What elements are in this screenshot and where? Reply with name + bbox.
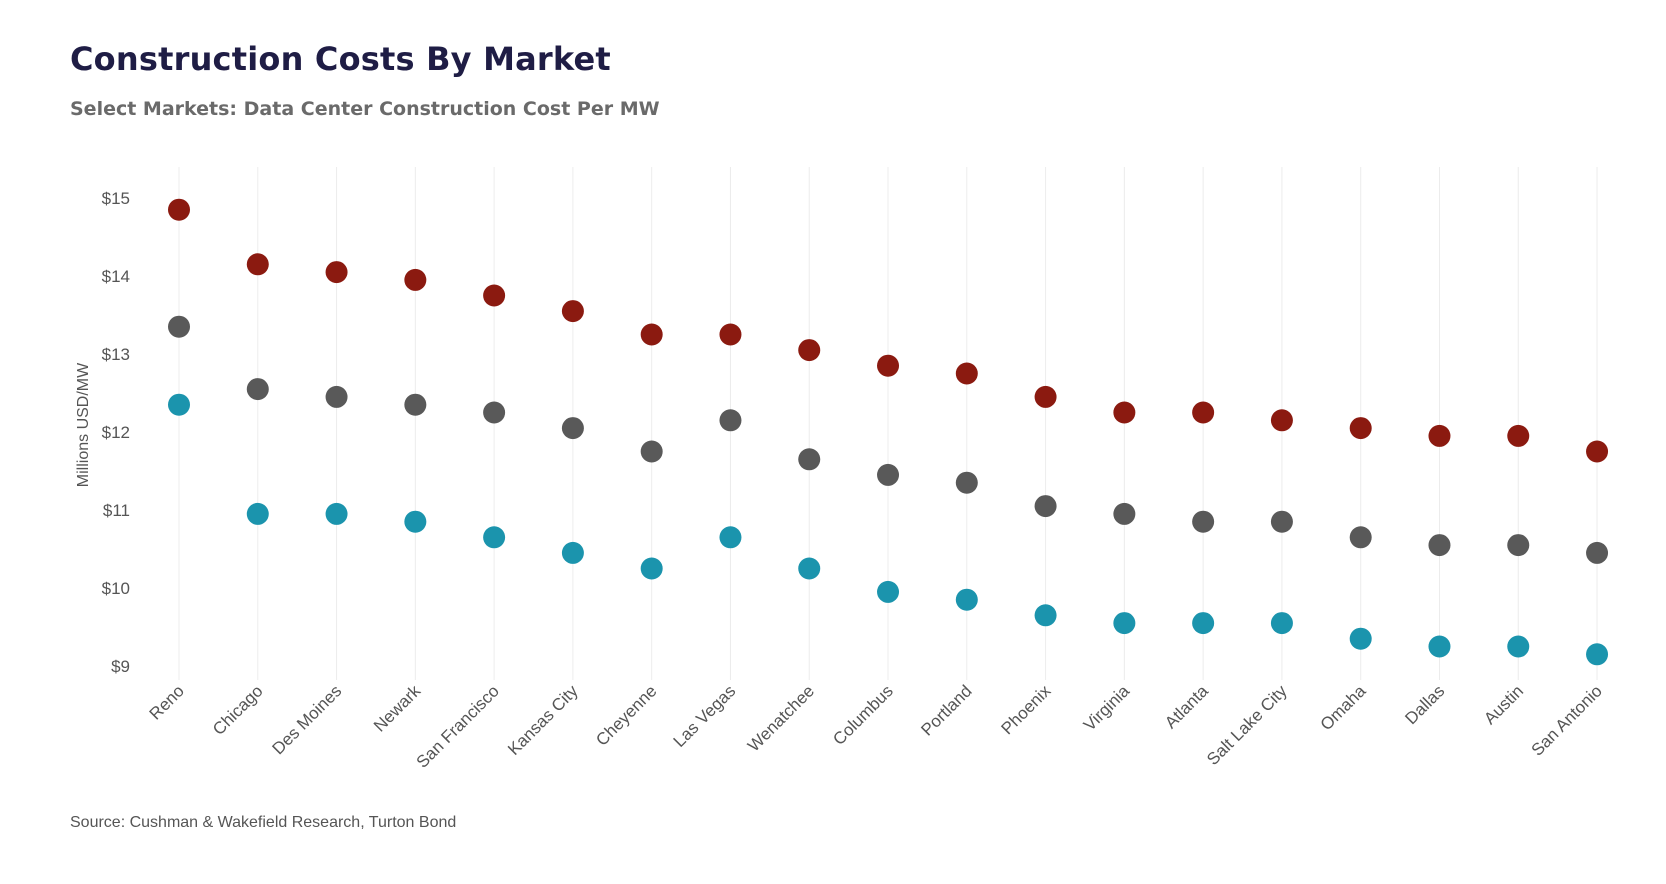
- data-point: [640, 557, 663, 580]
- data-point: [1507, 424, 1530, 447]
- data-point: [1428, 534, 1451, 557]
- x-tick-label: Virginia: [1080, 681, 1134, 735]
- y-tick-label: $10: [102, 579, 130, 598]
- data-point: [1270, 409, 1293, 432]
- data-point: [1428, 635, 1451, 658]
- data-point: [325, 385, 348, 408]
- data-point: [1586, 541, 1609, 564]
- data-point: [483, 284, 506, 307]
- x-tick-label: Chicago: [209, 681, 267, 739]
- data-point: [877, 354, 900, 377]
- data-point: [1349, 526, 1372, 549]
- y-tick-label: $14: [102, 267, 130, 286]
- y-tick-label: $12: [102, 423, 130, 442]
- chart-title: Construction Costs By Market: [70, 40, 611, 78]
- x-tick-label: Dallas: [1401, 681, 1448, 728]
- x-tick-label: Austin: [1480, 681, 1527, 728]
- source-note: Source: Cushman & Wakefield Research, Tu…: [70, 814, 457, 831]
- data-point: [1586, 440, 1609, 463]
- data-point: [719, 323, 742, 346]
- x-tick-label: Des Moines: [268, 681, 345, 758]
- x-tick-label: Wenatchee: [744, 681, 818, 755]
- x-tick-label: Las Vegas: [670, 681, 740, 751]
- data-points: [168, 198, 1609, 666]
- data-point: [877, 580, 900, 603]
- data-point: [955, 471, 978, 494]
- data-point: [404, 393, 427, 416]
- data-point: [561, 417, 584, 440]
- data-point: [483, 401, 506, 424]
- x-tick-label: Reno: [146, 681, 188, 723]
- x-tick-label: Phoenix: [998, 681, 1055, 738]
- data-point: [798, 557, 821, 580]
- data-point: [1349, 417, 1372, 440]
- data-point: [1270, 612, 1293, 635]
- chart-subtitle: Select Markets: Data Center Construction…: [70, 98, 660, 120]
- data-point: [246, 378, 269, 401]
- x-tick-label: Salt Lake City: [1203, 681, 1291, 769]
- x-tick-label: San Antonio: [1528, 681, 1606, 759]
- grid-lines: [178, 167, 1598, 680]
- data-point: [1113, 502, 1136, 525]
- x-tick-label: Kansas City: [504, 681, 582, 759]
- y-tick-label: $15: [102, 189, 130, 208]
- data-point: [1113, 612, 1136, 635]
- data-point: [168, 198, 190, 221]
- x-tick-label: Cheyenne: [592, 681, 660, 749]
- data-point: [1192, 401, 1215, 424]
- data-point: [246, 253, 269, 276]
- data-point: [640, 323, 663, 346]
- x-tick-label: San Francisco: [413, 681, 503, 771]
- data-point: [1113, 401, 1136, 424]
- data-point: [325, 502, 348, 525]
- data-point: [1428, 424, 1451, 447]
- y-axis-label: Millions USD/MW: [75, 362, 92, 487]
- data-point: [719, 409, 742, 432]
- data-point: [246, 502, 269, 525]
- data-point: [955, 588, 978, 611]
- x-tick-label: Portland: [917, 681, 975, 739]
- data-point: [168, 315, 190, 338]
- data-point: [1349, 627, 1372, 650]
- y-tick-label: $13: [102, 345, 130, 364]
- data-point: [404, 268, 427, 291]
- data-point: [1192, 612, 1215, 635]
- data-point: [325, 261, 348, 284]
- data-point: [1034, 604, 1057, 627]
- data-point: [1507, 534, 1530, 557]
- data-point: [1034, 385, 1057, 408]
- data-point: [1507, 635, 1530, 658]
- data-point: [168, 393, 190, 416]
- data-point: [404, 510, 427, 533]
- data-point: [798, 448, 821, 471]
- data-point: [561, 541, 584, 564]
- data-point: [1586, 643, 1609, 666]
- data-point: [1192, 510, 1215, 533]
- data-point: [719, 526, 742, 549]
- data-point: [1034, 495, 1057, 518]
- x-tick-label: Omaha: [1317, 681, 1370, 734]
- data-point: [561, 300, 584, 323]
- x-tick-label: Columbus: [829, 681, 897, 749]
- data-point: [483, 526, 506, 549]
- y-tick-label: $11: [103, 501, 130, 520]
- data-point: [955, 362, 978, 385]
- x-tick-label: Newark: [370, 681, 425, 736]
- x-tick-label: Atlanta: [1161, 681, 1212, 732]
- data-point: [877, 463, 900, 486]
- data-point: [640, 440, 663, 463]
- y-axis: $9 $10 $11 $12 $13 $14 $15: [102, 189, 130, 676]
- data-point: [798, 339, 821, 362]
- data-point: [1270, 510, 1293, 533]
- y-tick-label: $9: [111, 657, 130, 676]
